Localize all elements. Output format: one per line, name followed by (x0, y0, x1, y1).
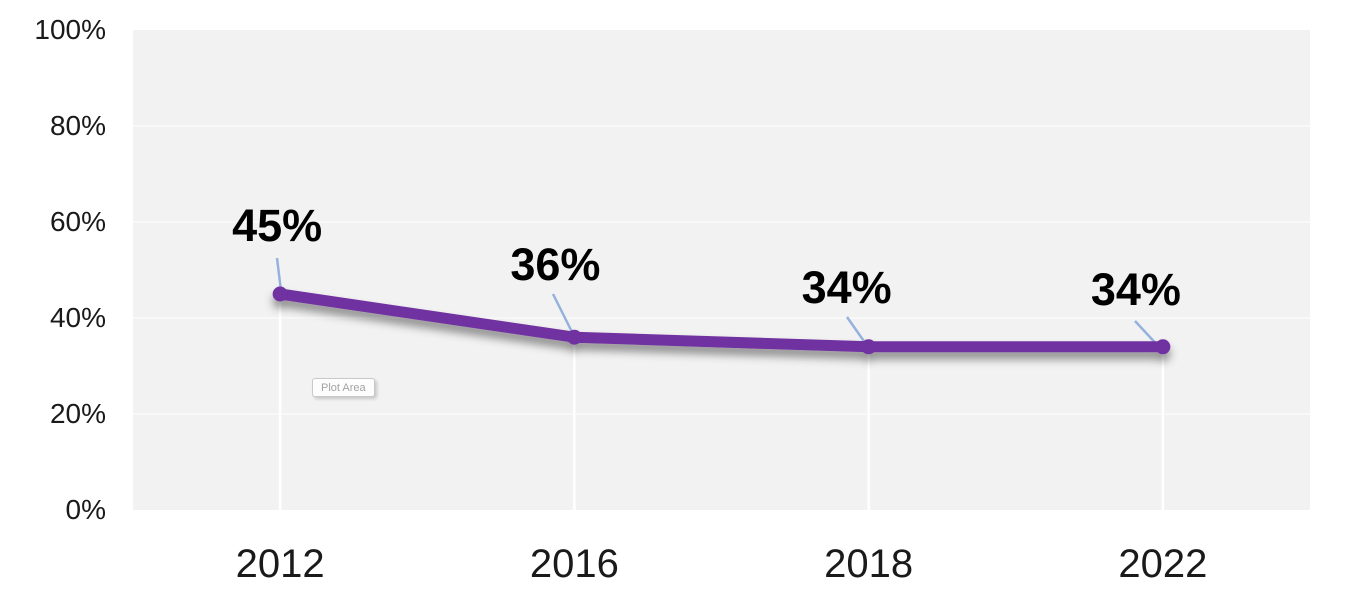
y-tick-label[interactable]: 40% (49, 302, 106, 333)
x-axis-label[interactable]: 2012 (235, 542, 325, 586)
data-label[interactable]: 34% (1090, 263, 1181, 315)
data-point[interactable] (1155, 339, 1171, 355)
x-axis-label[interactable]: 2016 (529, 542, 619, 586)
data-point[interactable] (566, 329, 582, 345)
data-label[interactable]: 34% (801, 261, 892, 313)
y-tick-label[interactable]: 80% (49, 110, 106, 141)
leader-line (551, 293, 576, 337)
y-tick-label[interactable]: 60% (49, 206, 106, 237)
x-axis-label[interactable]: 2018 (824, 542, 914, 586)
data-label[interactable]: 45% (232, 200, 323, 251)
plot-area-tooltip: Plot Area (312, 378, 375, 397)
data-label[interactable]: 36% (510, 239, 601, 291)
data-point[interactable] (272, 286, 288, 302)
y-tick-label[interactable]: 100% (34, 14, 106, 45)
plot-area[interactable] (133, 30, 1310, 510)
y-tick-label[interactable]: 20% (49, 398, 106, 429)
data-point[interactable] (861, 339, 877, 355)
y-tick-label[interactable]: 0% (65, 494, 106, 525)
series-line[interactable] (274, 288, 1169, 353)
leader-line (275, 257, 283, 292)
x-axis-label[interactable]: 2022 (1118, 542, 1208, 586)
series-group (272, 286, 1171, 355)
